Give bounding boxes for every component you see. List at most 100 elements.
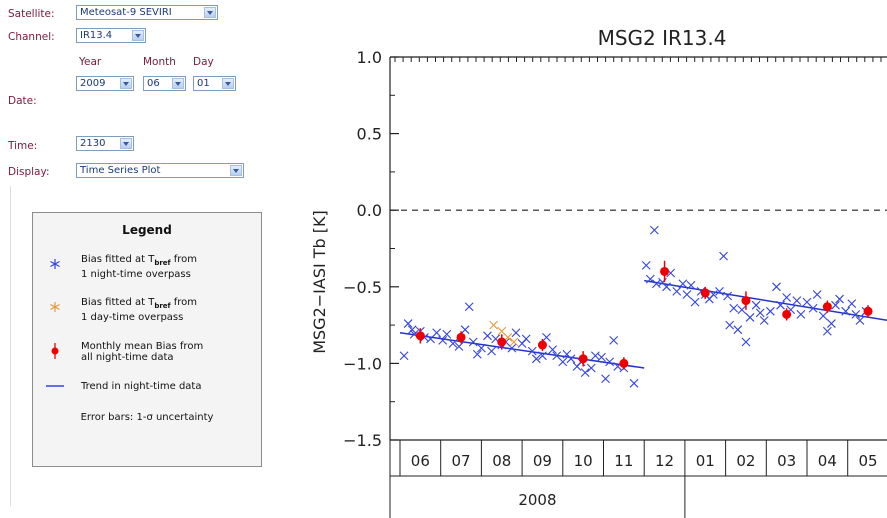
night-overpass-point [605,357,614,367]
night-overpass-point [751,300,761,310]
y-axis-label: MSG2−IASI Tb [K] [310,210,329,354]
night-overpass-point [678,279,688,289]
night-overpass-point [407,325,417,335]
night-overpass-point [855,316,865,325]
legend-box: Legend Bias fitted at Tbref from 1 night… [32,212,262,467]
day-overpass-point [509,337,519,347]
day-overpass-point [489,320,498,330]
x-month-label: 12 [655,452,674,470]
channel-select[interactable]: IR13.4 [76,28,146,43]
night-overpass-point [586,363,596,373]
night-overpass-point [629,378,639,388]
monthly-mean-point [497,337,507,347]
trend-line-icon [46,385,64,387]
night-overpass-point [403,319,413,328]
night-overpass-point [483,331,492,341]
night-overpass-point [765,306,775,316]
night-overpass-point [527,346,537,356]
chevron-down-icon[interactable] [120,138,132,149]
chevron-down-icon[interactable] [204,7,216,18]
x-month-label: 06 [411,452,430,470]
satellite-select[interactable]: Meteosat-9 SEVIRI [76,5,218,20]
monthly-mean-point [619,358,629,368]
monthly-mean-point [456,332,466,342]
night-overpass-point [759,316,769,325]
legend-item-night-overpass: Bias fitted at Tbref from 1 night-time o… [81,254,198,280]
channel-select-value: IR13.4 [80,30,113,41]
night-overpass-point [796,309,806,319]
night-overpass-point [827,319,836,328]
night-overpass-point [729,303,739,313]
y-tick-label: −1.0 [343,354,382,373]
x-month-label: 05 [859,452,878,470]
night-overpass-point [521,334,531,344]
night-overpass-point [672,287,682,296]
orange-asterisk-icon [50,302,60,312]
monthly-mean-point [863,306,873,316]
month-select-value: 06 [147,78,160,89]
month-select[interactable]: 06 [143,76,186,91]
y-tick-label: −1.5 [343,431,382,450]
y-tick-label: −0.5 [343,278,382,297]
night-overpass-point [649,225,659,235]
night-overpass-point [531,354,541,364]
legend-error-bars-note: Error bars: 1-σ uncertainty [80,412,214,423]
chevron-down-icon[interactable] [222,78,234,89]
sidebar-divider [10,186,11,506]
year-select[interactable]: 2009 [76,76,134,91]
night-overpass-point [590,351,600,361]
x-month-label: 09 [533,452,552,470]
night-overpass-point [690,297,700,307]
night-overpass-point [772,282,781,292]
blue-asterisk-icon [50,259,60,269]
monthly-mean-point [578,354,588,364]
legend-item-monthly-mean: Monthly mean Bias from all night-time da… [81,341,204,363]
night-overpass-point [733,325,743,335]
chevron-down-icon[interactable] [172,78,184,89]
legend-item-trend: Trend in night-time data [81,381,202,392]
chevron-down-icon[interactable] [120,78,132,89]
night-overpass-point [822,326,832,336]
year-header: Year [79,56,102,68]
day-select[interactable]: 01 [193,76,236,91]
night-overpass-point [601,374,610,384]
y-tick-label: 0.5 [357,125,382,144]
display-select-value: Time Series Plot [80,165,161,176]
legend-title: Legend [122,223,172,237]
night-overpass-point [745,313,755,322]
display-select[interactable]: Time Series Plot [76,163,244,178]
x-month-label: 02 [736,452,755,470]
satellite-label: Satellite: [8,8,55,20]
night-overpass-point [723,291,733,301]
time-label: Time: [8,140,38,152]
chevron-down-icon[interactable] [132,30,144,41]
red-dot-errorbar-icon [51,343,59,359]
night-overpass-point [645,274,655,284]
monthly-mean-point [415,331,425,341]
night-overpass-point [448,339,458,348]
night-overpass-point [468,337,478,347]
night-overpass-point [442,329,452,339]
x-month-label: 10 [574,452,593,470]
x-month-label: 08 [492,452,511,470]
night-overpass-point [725,320,735,330]
night-overpass-point [808,303,818,313]
time-select[interactable]: 2130 [76,136,134,151]
night-overpass-point [741,337,751,347]
night-overpass-point [812,290,822,299]
chart-title: MSG2 IR13.4 [598,26,727,50]
night-overpass-point [438,336,448,345]
night-overpass-point [792,296,802,305]
night-overpass-point [682,290,692,299]
monthly-mean-point [537,340,547,350]
monthly-mean-point [660,266,670,276]
x-month-label: 07 [452,452,471,470]
night-overpass-point [818,311,828,321]
y-tick-label: 1.0 [357,48,382,67]
trend-line [399,332,645,369]
chevron-down-icon[interactable] [230,165,242,176]
night-overpass-point [580,368,590,377]
time-series-chart: MSG2 IR13.4 MSG2−IASI Tb [K] 1.0 0.5 0.0 −0… [310,26,887,518]
monthly-mean-point [741,296,751,306]
x-year-label: 2008 [518,491,556,509]
